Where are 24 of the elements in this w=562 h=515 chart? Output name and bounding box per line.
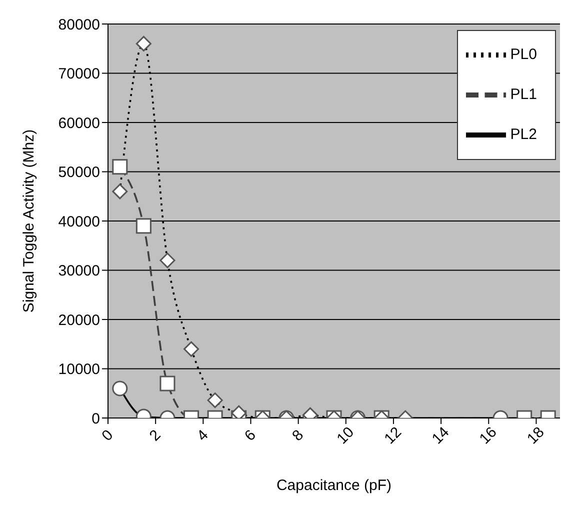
x-tick-label: 18 xyxy=(524,424,548,448)
y-tick-label: 0 xyxy=(92,410,100,428)
y-tick-label: 70000 xyxy=(58,66,100,83)
x-tick-label: 8 xyxy=(289,426,307,445)
y-tick-label: 20000 xyxy=(58,312,100,329)
x-tick-label: 6 xyxy=(241,426,260,445)
x-tick-label: 14 xyxy=(428,424,453,448)
y-tick-label: 80000 xyxy=(58,16,100,34)
y-tick-label: 30000 xyxy=(58,262,100,280)
y-tick-label: 40000 xyxy=(58,213,100,230)
y-tick-label: 50000 xyxy=(58,164,100,182)
legend-label: PL0 xyxy=(510,46,537,63)
y-axis-title: Signal Toggle Activity (Mhz) xyxy=(20,129,38,313)
y-tick-label: 10000 xyxy=(58,361,100,378)
legend-label: PL2 xyxy=(510,126,537,143)
x-tick-label: 16 xyxy=(476,424,500,448)
x-tick-label: 0 xyxy=(98,426,117,445)
x-tick-label: 10 xyxy=(334,424,358,448)
y-tick-label: 60000 xyxy=(58,114,100,132)
legend-label: PL1 xyxy=(510,86,537,103)
x-tick-label: 4 xyxy=(194,426,212,445)
x-tick-label: 2 xyxy=(146,426,164,445)
x-tick-label: 12 xyxy=(381,424,406,448)
x-axis-title: Capacitance (pF) xyxy=(276,477,392,494)
